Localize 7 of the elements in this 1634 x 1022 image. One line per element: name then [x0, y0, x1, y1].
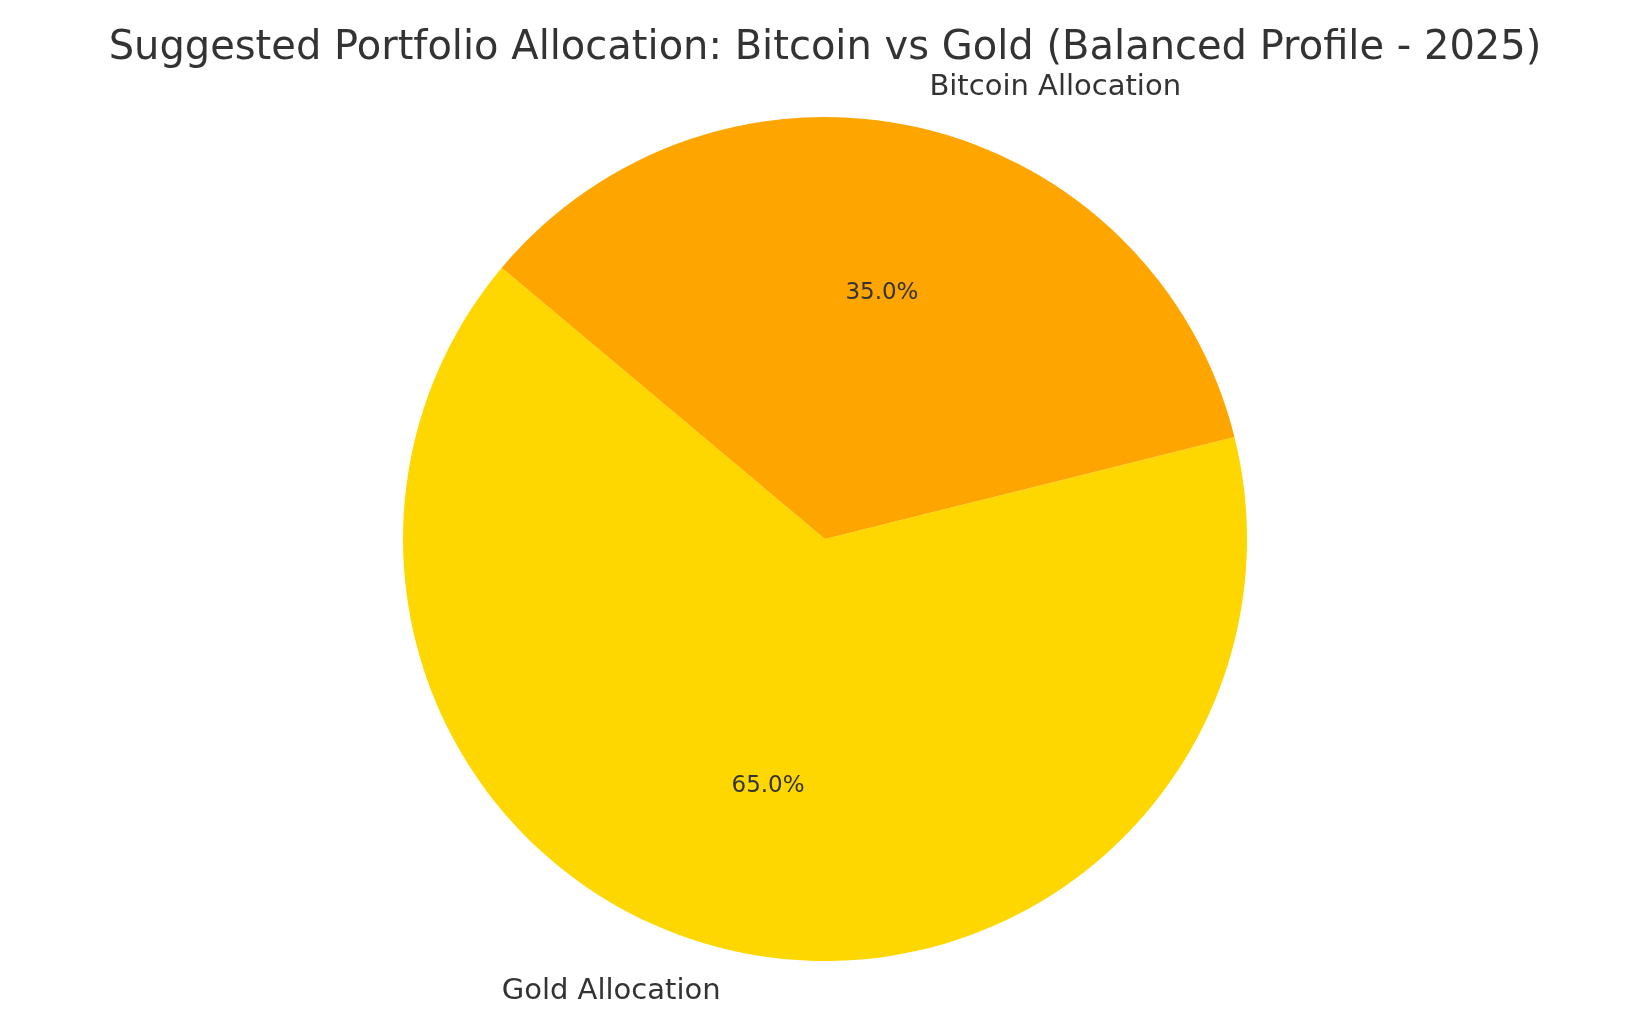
pie-slice	[501, 117, 1235, 539]
data-label: 65.0%	[731, 771, 805, 798]
chart-title: Suggested Portfolio Allocation: Bitcoin vs Gold (Balanced Profile - 2025)	[108, 22, 1542, 68]
slice-label: Gold Allocation	[501, 972, 721, 1007]
slice-label: Bitcoin Allocation	[929, 67, 1182, 102]
data-label: 35.0%	[845, 277, 919, 304]
pie-slice	[403, 267, 1247, 961]
